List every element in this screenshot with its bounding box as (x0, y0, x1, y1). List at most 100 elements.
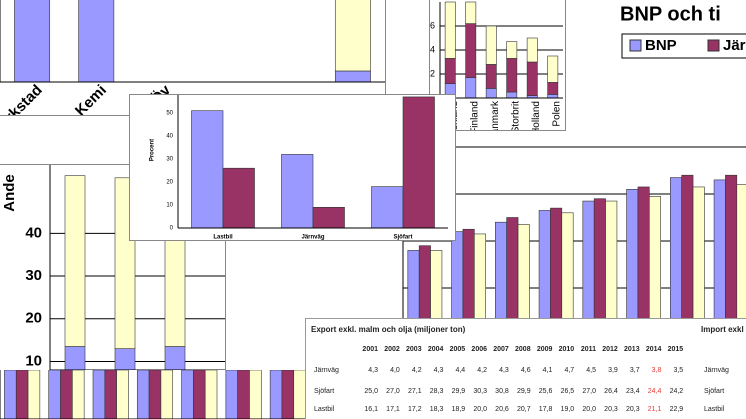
bar (451, 231, 464, 330)
bar (670, 177, 682, 330)
row-header: Lastbil (704, 406, 725, 413)
y-tick-label: 30 (166, 157, 173, 163)
bar (692, 186, 705, 330)
bar (164, 346, 186, 370)
table-cell: 26,4 (604, 388, 618, 395)
bar (78, 0, 115, 83)
table-cell: 17,8 (538, 406, 553, 413)
bar (371, 186, 404, 229)
bar (538, 210, 551, 330)
bar (649, 196, 661, 330)
y-axis-label: Ande (1, 174, 18, 212)
chart-panel (0, 370, 310, 419)
bar (237, 370, 250, 419)
table-cell: 20,6 (495, 406, 509, 413)
table-cell: 25,0 (364, 388, 378, 395)
bar (681, 174, 694, 330)
table-cell: 20,0 (582, 406, 596, 413)
table-cell: 20,0 (473, 406, 487, 413)
row-header: Lastbil (314, 406, 335, 413)
y-tick-label: 20 (166, 180, 173, 186)
x-tick-label: Kemi (72, 82, 110, 115)
bar (736, 184, 746, 330)
x-tick-label: Danmark (490, 100, 501, 130)
table-cell: 29,9 (451, 388, 466, 395)
bar (293, 370, 306, 419)
column-header: 2008 (515, 346, 531, 353)
y-tick-label: 2 (430, 68, 435, 78)
bar (136, 370, 150, 419)
table-cell: 3,8 (651, 367, 662, 374)
table-title: Import exkl (701, 325, 744, 334)
bar (269, 370, 283, 419)
bar (116, 370, 129, 419)
y-tick-label: 4 (430, 44, 435, 54)
table-cell: 24,2 (669, 388, 684, 395)
bar (517, 224, 530, 330)
bar (160, 370, 174, 419)
table-cell: 4,1 (542, 367, 553, 374)
row-header: Järnväg (314, 367, 339, 374)
y-tick-label: 10 (25, 352, 42, 369)
y-tick-label: 50 (166, 111, 173, 117)
table-cell: 25,6 (538, 388, 553, 395)
bar (485, 88, 497, 99)
table-cell: 3,9 (608, 367, 618, 374)
legend-box (621, 33, 746, 59)
bar (334, 0, 371, 72)
bar (550, 207, 563, 330)
table-cell: 4,7 (564, 367, 575, 374)
table-cell: 24,4 (647, 388, 662, 395)
bar (4, 370, 17, 419)
row-header: Sjöfart (314, 388, 335, 395)
bar (281, 154, 314, 229)
table-cell: 28,3 (429, 388, 444, 395)
bar (485, 64, 497, 89)
y-tick-label: 6 (430, 20, 435, 30)
column-header: 2013 (624, 346, 640, 353)
bar (14, 0, 51, 83)
bar (72, 370, 85, 419)
table-cell: 4,3 (368, 367, 378, 374)
bar (104, 370, 117, 419)
bar (114, 348, 136, 370)
bar (506, 217, 519, 330)
bar (506, 58, 518, 93)
bar (506, 41, 518, 59)
bar (222, 167, 255, 229)
y-tick-label: 30 (25, 267, 42, 284)
bar (181, 370, 194, 419)
table-cell: 26,5 (560, 388, 575, 395)
table-cell: 3,7 (629, 367, 640, 374)
column-header: 2005 (449, 346, 466, 353)
column-header: 2002 (384, 346, 400, 353)
column-header: 2009 (536, 346, 553, 353)
bar (547, 55, 559, 83)
bar (148, 370, 162, 419)
legend-swatch (707, 39, 720, 52)
column-header: 2014 (645, 346, 662, 353)
bar (465, 23, 477, 78)
x-tick-label: Lastbil (213, 235, 233, 240)
table-cell: 20,3 (625, 406, 640, 413)
bar (713, 179, 726, 330)
table-cell: 30,8 (495, 388, 509, 395)
table-cell: 4,6 (520, 367, 531, 374)
bar (526, 37, 538, 63)
data-table: Export exkl. malm och olja (miljoner ton… (305, 318, 746, 419)
table-cell: 20,3 (604, 406, 618, 413)
bar (430, 250, 443, 330)
y-tick-label: 40 (25, 224, 42, 241)
table-cell: 18,9 (451, 406, 466, 413)
column-header: 2010 (558, 346, 575, 353)
x-tick-label: Järnväg (301, 235, 324, 240)
table-cell: 4,5 (586, 367, 596, 374)
y-axis-label: Procent (150, 139, 156, 161)
bar (48, 370, 61, 419)
chart-panel: 0 10 20 30 40 50 Lastbil Järnväg Sjöfart Procent (129, 94, 456, 241)
column-header: 2015 (667, 346, 684, 353)
legend-label: BNP (645, 37, 677, 54)
legend-swatch (629, 39, 642, 52)
table-cell: 3,5 (673, 367, 684, 374)
table-cell: 19,0 (560, 406, 575, 413)
